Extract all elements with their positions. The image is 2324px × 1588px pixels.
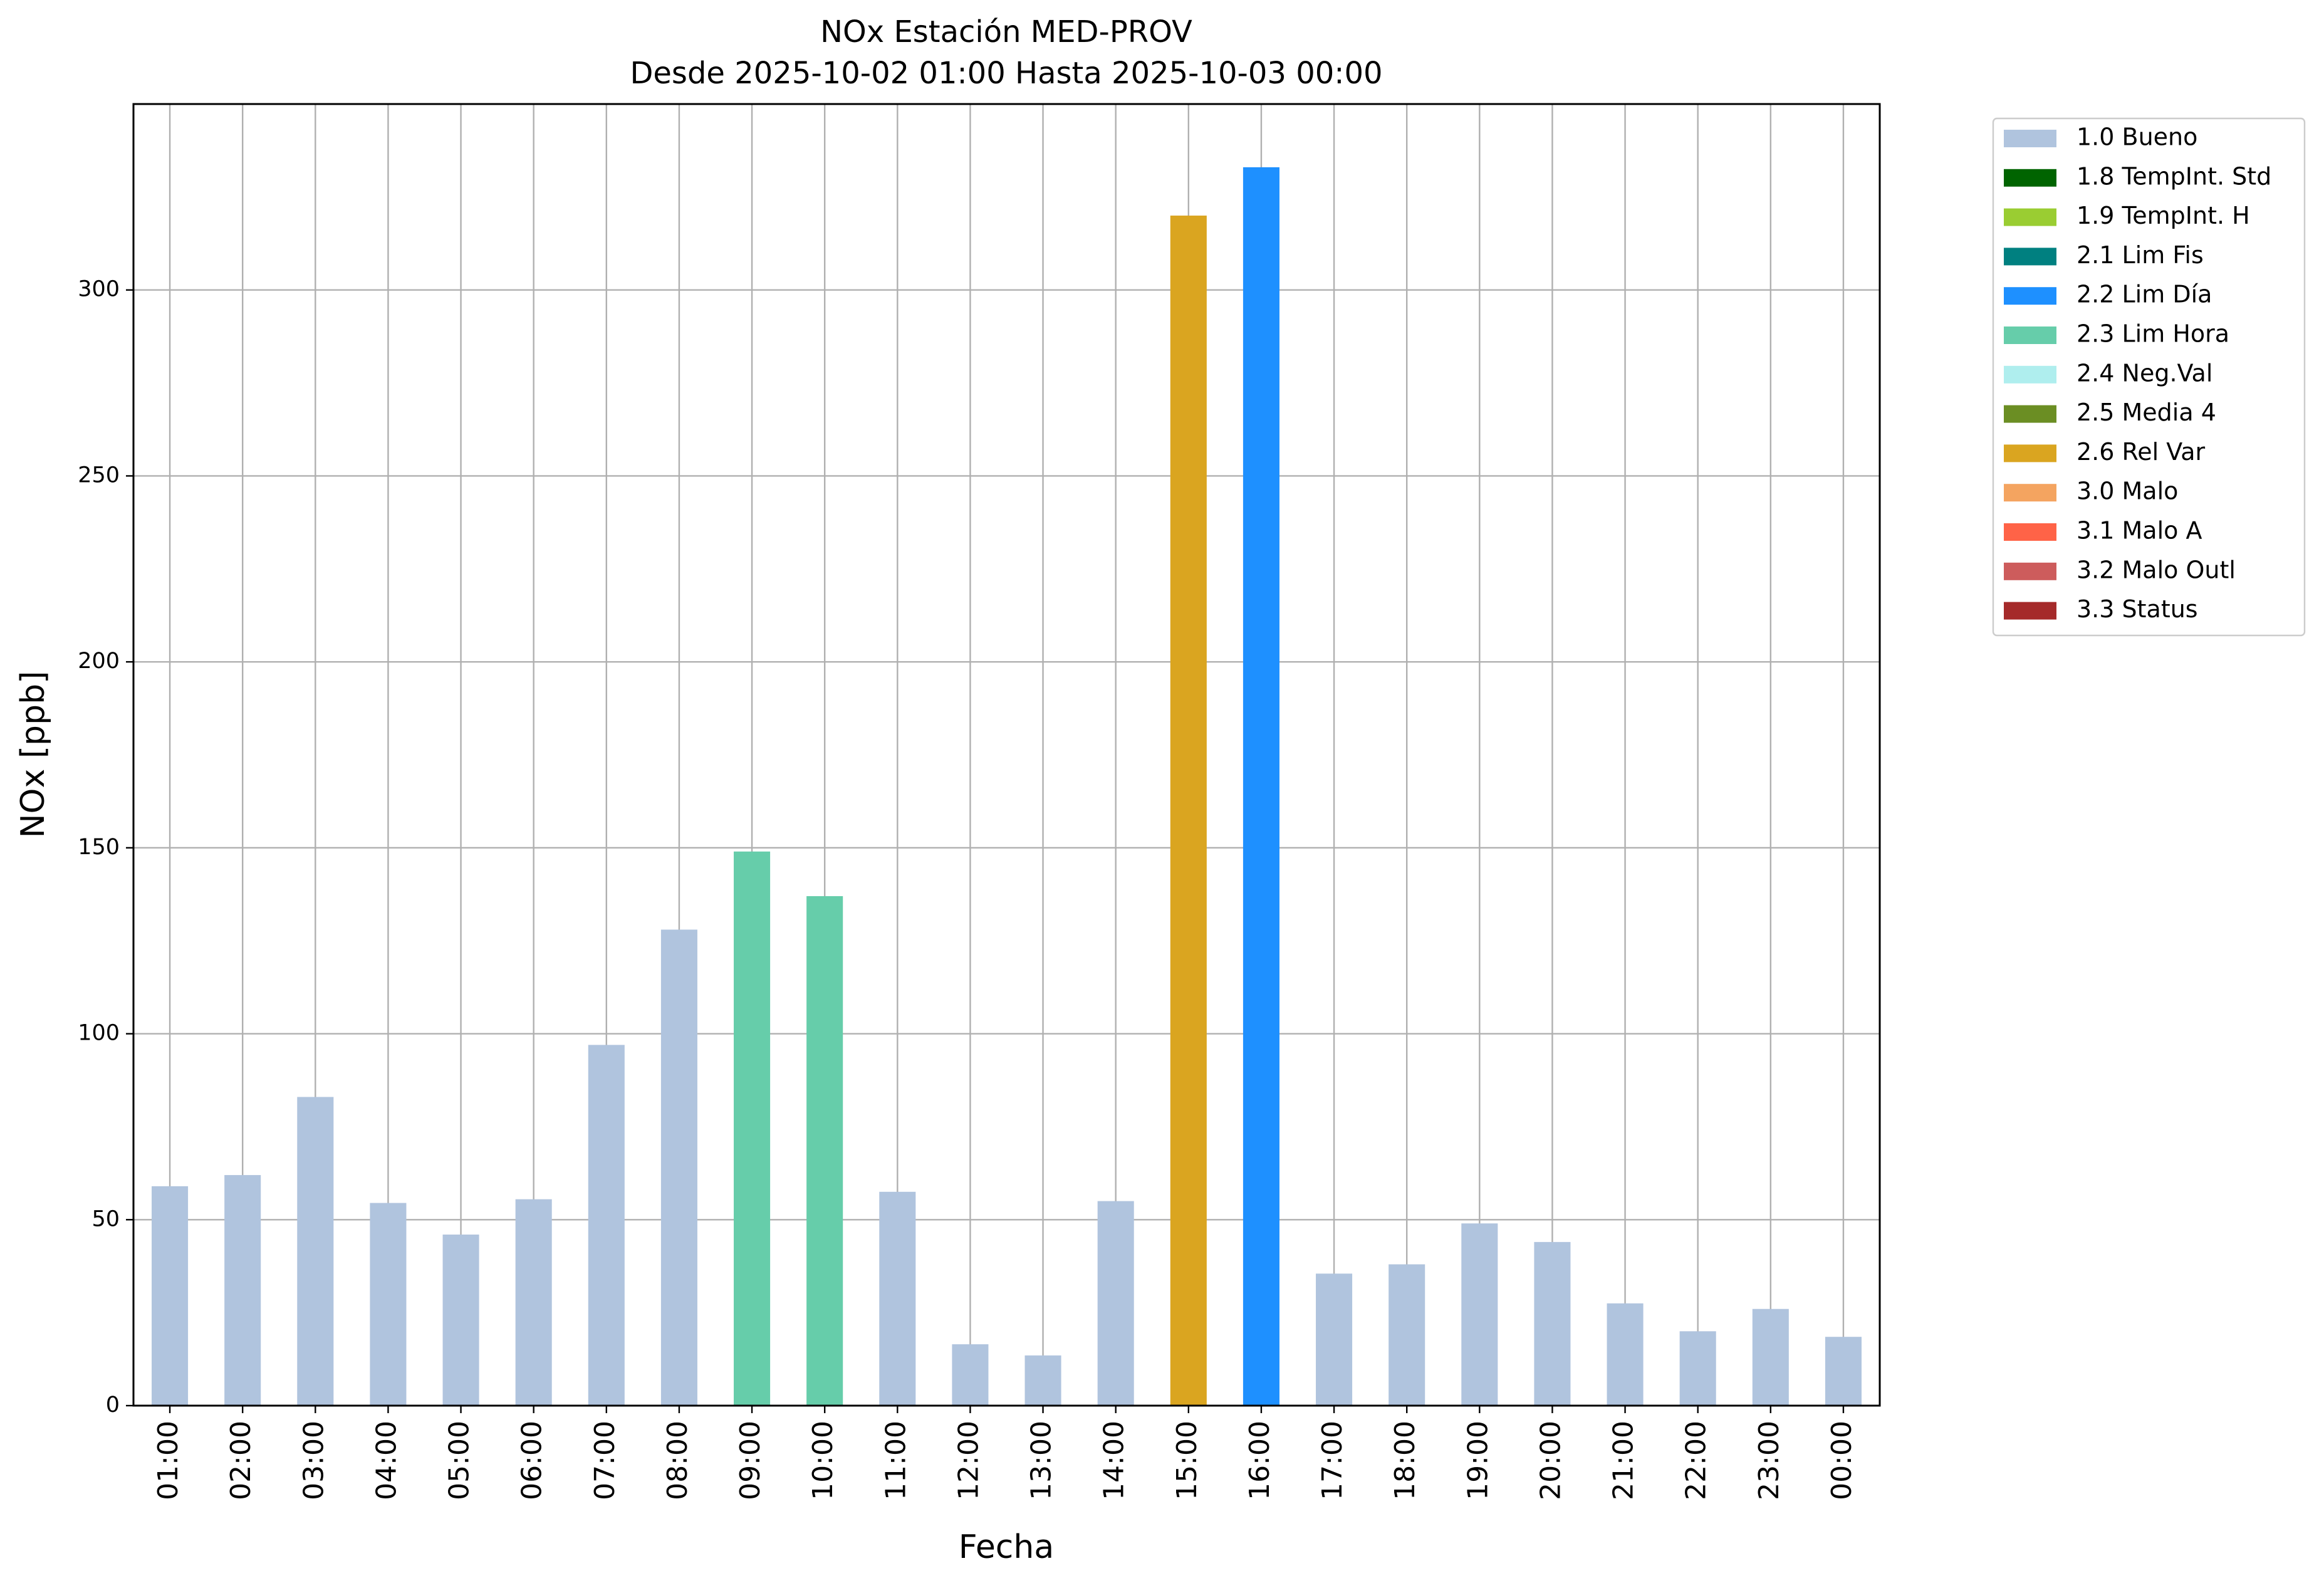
bar — [152, 1186, 189, 1406]
legend-swatch — [2004, 523, 2056, 541]
x-tick-label: 17:00 — [1316, 1421, 1348, 1500]
bars — [152, 167, 1862, 1406]
x-tick-label: 05:00 — [444, 1421, 476, 1500]
legend-swatch — [2004, 169, 2056, 187]
bar — [297, 1097, 334, 1406]
bar — [1534, 1241, 1571, 1406]
bar — [1024, 1355, 1061, 1406]
x-tick-label: 11:00 — [880, 1421, 912, 1500]
bar — [442, 1235, 479, 1406]
x-tick-label: 19:00 — [1462, 1421, 1494, 1500]
bar — [1825, 1337, 1862, 1406]
legend-swatch — [2004, 484, 2056, 502]
bar — [806, 896, 843, 1406]
x-tick-label: 15:00 — [1171, 1421, 1203, 1500]
x-tick-label: 23:00 — [1753, 1421, 1785, 1500]
y-tick-label: 150 — [78, 835, 120, 860]
x-tick-label: 20:00 — [1535, 1421, 1566, 1500]
y-axis-label: NOx [ppb] — [14, 671, 52, 838]
legend-swatch — [2004, 130, 2056, 147]
legend-label: 2.3 Lim Hora — [2076, 320, 2229, 348]
chart-subtitle: Desde 2025-10-02 01:00 Hasta 2025-10-03 … — [630, 56, 1382, 91]
x-tick-label: 14:00 — [1098, 1421, 1130, 1500]
bar — [1097, 1201, 1134, 1406]
y-tick-label: 250 — [78, 462, 120, 488]
bar — [952, 1344, 989, 1406]
legend-swatch — [2004, 326, 2056, 344]
bar — [370, 1203, 407, 1406]
bar — [1243, 167, 1279, 1406]
legend-label: 3.0 Malo — [2076, 478, 2178, 505]
legend-swatch — [2004, 444, 2056, 462]
legend-label: 1.8 TempInt. Std — [2076, 162, 2271, 190]
legend-swatch — [2004, 562, 2056, 580]
legend-label: 2.5 Media 4 — [2076, 399, 2216, 426]
y-tick-label: 200 — [78, 649, 120, 674]
x-tick-label: 06:00 — [516, 1421, 548, 1500]
x-tick-label: 16:00 — [1244, 1421, 1276, 1500]
bar — [879, 1191, 916, 1406]
legend-label: 3.1 Malo A — [2076, 517, 2202, 545]
x-tick-label: 02:00 — [225, 1421, 257, 1500]
axes: 0 50 100 150 200 250 300 01:00 02:00 03:00 04:00 05… — [78, 103, 1881, 1500]
legend-label: 1.9 TempInt. H — [2076, 202, 2250, 229]
x-tick-label: 00:00 — [1826, 1421, 1858, 1500]
x-tick-label: 08:00 — [662, 1421, 694, 1500]
bar — [1316, 1273, 1353, 1406]
legend-swatch — [2004, 287, 2056, 305]
x-axis-label: Fecha — [959, 1528, 1054, 1566]
legend-label: 3.2 Malo Outl — [2076, 556, 2236, 583]
legend-label: 1.0 Bueno — [2076, 123, 2197, 151]
legend-label: 2.6 Rel Var — [2076, 438, 2206, 466]
y-tick-label: 50 — [91, 1206, 120, 1231]
bar — [1461, 1223, 1498, 1406]
legend-swatch — [2004, 405, 2056, 423]
x-tick-label: 22:00 — [1680, 1421, 1712, 1500]
bar — [1389, 1264, 1425, 1406]
chart-title: NOx Estación MED-PROV — [820, 14, 1192, 50]
x-tick-label: 04:00 — [370, 1421, 402, 1500]
x-tick-label: 07:00 — [589, 1421, 621, 1500]
legend-swatch — [2004, 365, 2056, 384]
x-tick-label: 03:00 — [298, 1421, 330, 1500]
bar — [660, 929, 697, 1406]
x-tick-label: 12:00 — [952, 1421, 984, 1500]
x-tick-label: 10:00 — [807, 1421, 839, 1500]
legend-label: 2.1 Lim Fis — [2076, 241, 2204, 269]
legend-swatch — [2004, 248, 2056, 266]
legend-label: 3.3 Status — [2076, 595, 2198, 623]
plot-frame — [132, 103, 1881, 1407]
x-tick-label: 18:00 — [1389, 1421, 1421, 1500]
legend-box — [1992, 117, 2306, 637]
bar — [224, 1175, 261, 1406]
legend-swatch — [2004, 602, 2056, 620]
y-tick-label: 300 — [78, 277, 120, 302]
bar — [1607, 1303, 1644, 1406]
bar — [588, 1045, 625, 1406]
x-tick-label: 09:00 — [734, 1421, 766, 1500]
bar — [1679, 1331, 1716, 1406]
y-tick-label: 0 — [106, 1392, 120, 1418]
legend-label: 2.4 Neg.Val — [2076, 359, 2212, 387]
bar — [515, 1199, 552, 1406]
y-tick-label: 100 — [78, 1021, 120, 1046]
bar — [734, 851, 771, 1406]
bar — [1752, 1309, 1789, 1406]
x-tick-label: 13:00 — [1026, 1421, 1058, 1500]
x-tick-label: 21:00 — [1608, 1421, 1640, 1500]
legend-label: 2.2 Lim Día — [2076, 281, 2212, 308]
legend: 1.0 Bueno 1.8 TempInt. Std 1.9 TempInt. H 2… — [1992, 117, 2306, 637]
bar — [1170, 216, 1207, 1406]
x-tick-label: 01:00 — [152, 1421, 184, 1500]
legend-swatch — [2004, 208, 2056, 226]
